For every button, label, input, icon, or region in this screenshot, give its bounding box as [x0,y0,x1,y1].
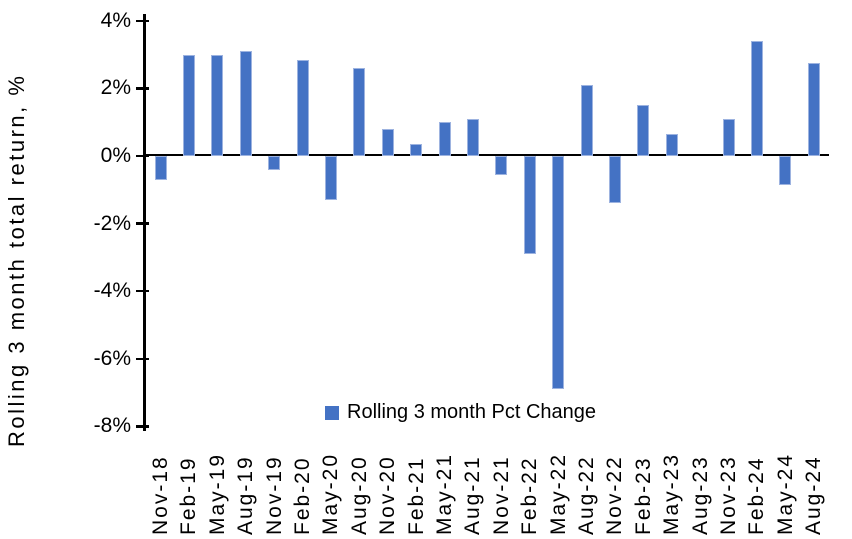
bar [239,51,252,156]
x-tick-label: May-24 [773,452,797,535]
bar [154,156,167,180]
legend-swatch-icon [325,405,339,420]
x-tick-label: Nov-22 [603,455,627,535]
bar [182,54,195,156]
y-tick-label: 4% [100,8,131,32]
y-tick-mark [136,154,149,158]
legend-label: Rolling 3 month Pct Change [347,401,597,423]
x-tick-label: Aug-23 [688,455,712,535]
x-tick-label: Aug-19 [234,455,258,535]
x-tick-label: Nov-18 [149,455,172,535]
bar [296,59,309,156]
bar [324,156,337,200]
x-tick-label: Aug-20 [347,455,371,535]
x-tick-label: May-23 [660,452,684,535]
y-tick-label: 0% [100,144,131,167]
x-tick-label: Feb-23 [631,456,655,535]
bar [580,85,593,156]
x-tick-label: Feb-20 [291,456,314,535]
y-tick-label: 2% [100,76,131,100]
bar [381,128,394,156]
x-tick-label: May-20 [319,452,343,535]
bar [353,68,366,156]
x-tick-label: May-21 [433,452,456,535]
bar [750,41,763,156]
x-tick-label: Feb-19 [177,456,201,535]
x-tick-label: Nov-21 [489,455,513,535]
x-tick-label: May-22 [546,452,570,535]
bar [211,54,224,156]
x-tick-label: Feb-21 [404,456,428,535]
bar [495,156,508,175]
x-tick-label: May-19 [205,452,229,535]
bar [637,105,650,156]
bar [608,156,621,204]
bar [466,118,479,156]
x-tick-label: Feb-22 [518,456,542,535]
bar [722,118,735,156]
bar [268,156,281,170]
bar [665,134,678,156]
x-tick-label: Aug-24 [802,455,826,535]
y-tick-label: -4% [93,279,131,303]
y-tick-mark [136,222,149,225]
y-tick-label: -8% [93,414,131,438]
bar [779,156,792,185]
x-tick-label: Feb-24 [745,456,769,535]
bar [807,63,820,156]
bar [552,156,565,390]
y-tick-mark [136,289,149,293]
legend: Rolling 3 month Pct Change [325,401,596,424]
y-tick-mark [136,425,149,428]
y-tick-label: -2% [93,211,131,235]
x-tick-label: Aug-22 [575,455,598,535]
x-tick-label: Aug-21 [461,455,485,535]
bar [523,156,536,255]
bar [438,122,451,156]
x-tick-label: Nov-23 [717,455,740,535]
y-tick-mark [136,357,149,361]
y-tick-mark [136,19,149,23]
bar [410,144,423,156]
y-axis-line [143,14,146,431]
x-tick-label: Nov-19 [262,455,286,535]
x-tick-label: Nov-20 [376,455,400,535]
y-tick-label: -6% [93,346,131,370]
y-tick-mark [136,87,149,90]
x-axis-zero-line [143,153,829,157]
